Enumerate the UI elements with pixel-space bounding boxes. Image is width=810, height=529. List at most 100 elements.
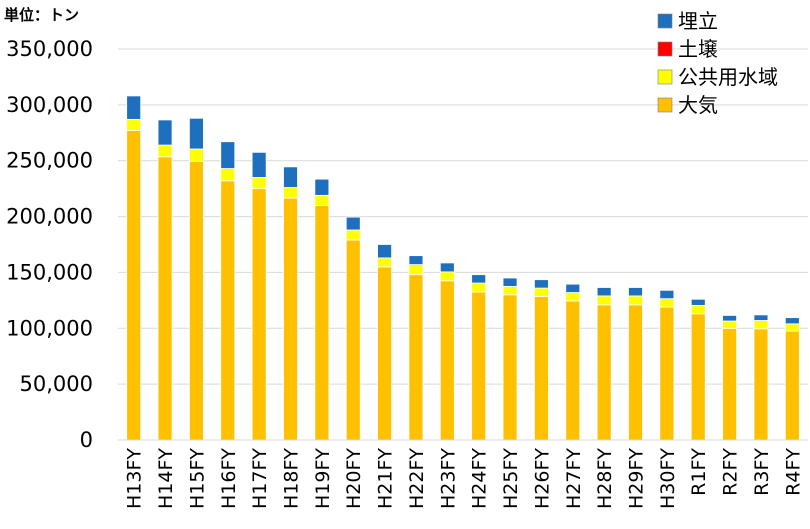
bar-segment bbox=[471, 291, 487, 441]
bar-segment bbox=[345, 229, 361, 241]
x-tick-label: H26FY bbox=[531, 448, 553, 509]
legend-swatch bbox=[657, 69, 673, 85]
x-tick-label: H20FY bbox=[343, 448, 365, 509]
bar-segment bbox=[126, 130, 142, 441]
bar-segment bbox=[596, 295, 612, 306]
x-tick-label: H30FY bbox=[657, 448, 679, 509]
bar-segment bbox=[283, 197, 298, 441]
bar-segment bbox=[628, 304, 643, 441]
bar-segment bbox=[157, 156, 173, 441]
bar-segment bbox=[408, 255, 424, 266]
y-tick-label: 150,000 bbox=[6, 260, 93, 284]
bar-segment bbox=[502, 294, 518, 441]
bar-segment bbox=[471, 282, 487, 293]
x-tick-label: H21FY bbox=[375, 448, 397, 509]
legend-label: 土壌 bbox=[678, 37, 718, 61]
x-tick-label: H15FY bbox=[186, 448, 208, 509]
bar-segment bbox=[753, 320, 769, 330]
bar-segment bbox=[408, 274, 424, 441]
bar-segment bbox=[283, 187, 298, 199]
legend-label: 大気 bbox=[678, 93, 718, 117]
bar-segment bbox=[722, 320, 737, 329]
y-axis-ticks: 0 50,000 100,000 150,000 200,000 250,000 300,0… bbox=[6, 37, 93, 452]
bar-segment bbox=[628, 287, 643, 297]
bar-segment bbox=[345, 216, 361, 231]
x-tick-label: H18FY bbox=[281, 448, 303, 509]
legend-swatch bbox=[657, 41, 673, 57]
bar-segment bbox=[157, 144, 173, 158]
bar-segment bbox=[784, 330, 800, 441]
bar-segment bbox=[189, 117, 204, 150]
bar-segment bbox=[251, 188, 267, 441]
bar-segment bbox=[251, 177, 267, 190]
bar-segment bbox=[471, 274, 487, 284]
bar-segment bbox=[189, 148, 204, 162]
y-tick-label: 200,000 bbox=[6, 205, 93, 229]
bar-segment bbox=[722, 315, 737, 322]
unit-label: 単位：トン bbox=[4, 6, 80, 24]
y-tick-label: 350,000 bbox=[6, 37, 93, 61]
x-tick-label: H19FY bbox=[312, 448, 334, 509]
bar-segment bbox=[314, 194, 330, 206]
bar-segment bbox=[596, 304, 612, 441]
bar-segment bbox=[408, 264, 424, 276]
legend-label: 公共用水域 bbox=[678, 65, 778, 89]
y-tick-label: 300,000 bbox=[6, 93, 93, 117]
bar-segment bbox=[439, 271, 455, 282]
bar-segment bbox=[377, 244, 392, 259]
bar-segment bbox=[126, 95, 142, 120]
x-tick-label: R4FY bbox=[782, 448, 804, 496]
x-tick-label: H22FY bbox=[406, 448, 428, 509]
bar-segment bbox=[283, 166, 298, 188]
bar-segment bbox=[439, 262, 455, 273]
bar-segment bbox=[377, 257, 392, 268]
bar-segment bbox=[157, 119, 173, 146]
x-tick-label: H29FY bbox=[626, 448, 648, 509]
bar-segment bbox=[502, 277, 518, 287]
bar-segment bbox=[314, 204, 330, 441]
x-axis-ticks: H13FY H14FY H15FY H16FY H17FY H18FY H19FY H20FY… bbox=[124, 448, 805, 509]
x-tick-label: R1FY bbox=[688, 448, 710, 496]
bars bbox=[126, 95, 800, 441]
y-tick-label: 0 bbox=[80, 428, 93, 452]
bar-segment bbox=[565, 300, 581, 441]
legend-swatch bbox=[657, 13, 673, 29]
y-tick-label: 100,000 bbox=[6, 316, 93, 340]
bar-segment bbox=[534, 279, 549, 289]
bar-segment bbox=[565, 292, 581, 302]
x-tick-label: H28FY bbox=[594, 448, 616, 509]
bar-segment bbox=[534, 296, 549, 441]
x-tick-label: H23FY bbox=[437, 448, 459, 509]
bar-segment bbox=[534, 287, 549, 297]
bar-segment bbox=[220, 141, 236, 169]
x-tick-label: H27FY bbox=[563, 448, 585, 509]
bar-segment bbox=[784, 317, 800, 325]
x-tick-label: H13FY bbox=[124, 448, 146, 509]
bar-segment bbox=[220, 180, 236, 441]
y-tick-label: 250,000 bbox=[6, 149, 93, 173]
bar-segment bbox=[659, 306, 675, 441]
bar-segment bbox=[784, 323, 800, 332]
x-tick-label: R3FY bbox=[751, 448, 773, 496]
bar-segment bbox=[753, 314, 769, 321]
x-tick-label: H14FY bbox=[155, 448, 177, 509]
bar-segment bbox=[345, 239, 361, 441]
bar-segment bbox=[753, 328, 769, 441]
bar-segment bbox=[126, 118, 142, 131]
bar-segment bbox=[565, 283, 581, 293]
bar-segment bbox=[659, 298, 675, 308]
legend-label: 埋立 bbox=[678, 9, 718, 33]
bar-segment bbox=[690, 298, 706, 306]
bar-segment bbox=[502, 285, 518, 296]
y-tick-label: 50,000 bbox=[20, 372, 93, 396]
bar-segment bbox=[251, 151, 267, 178]
bar-segment bbox=[314, 178, 330, 196]
bar-segment bbox=[439, 280, 455, 441]
bar-segment bbox=[690, 313, 706, 441]
bar-segment bbox=[220, 168, 236, 182]
x-tick-label: H24FY bbox=[469, 448, 491, 509]
bar-segment bbox=[596, 287, 612, 297]
x-tick-label: H25FY bbox=[500, 448, 522, 509]
